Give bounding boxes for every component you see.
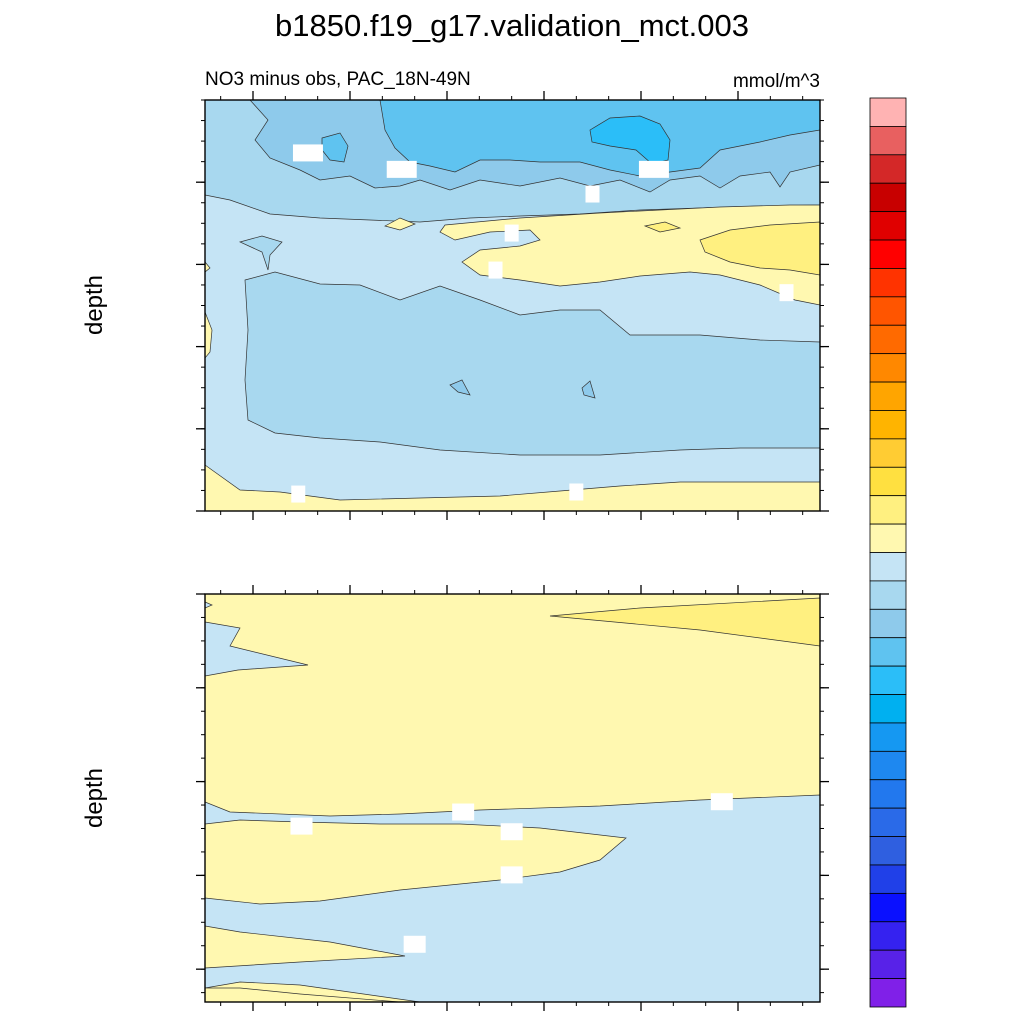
contour-label-bg	[585, 185, 600, 203]
contour-label-bg	[500, 866, 523, 884]
colorbar-swatch	[869, 637, 907, 667]
colorbar-swatch	[869, 268, 907, 298]
colorbar-swatch	[869, 552, 907, 582]
colorbar-swatch	[869, 580, 907, 610]
colorbar-swatch	[869, 126, 907, 156]
lower-plot-frame	[204, 593, 821, 1003]
contour-label-bg	[291, 485, 306, 503]
colorbar-swatch	[869, 836, 907, 866]
contour-label-bg	[403, 935, 426, 953]
colorbar	[869, 97, 907, 1008]
colorbar-swatch	[869, 523, 907, 553]
colorbar-swatch	[869, 353, 907, 383]
contour-label-bg	[779, 284, 794, 302]
colorbar-swatch	[869, 438, 907, 468]
upper-fill-pos-bottom	[205, 464, 820, 511]
lower-fill-pos-bottom	[205, 987, 401, 1002]
colorbar-swatch	[869, 296, 907, 326]
colorbar-swatch	[869, 608, 907, 639]
upper-y-axis	[196, 99, 829, 512]
lower-fill-neg-top	[205, 621, 309, 677]
upper-fill-neg08-deep	[244, 271, 820, 456]
colorbar-swatch	[869, 864, 907, 894]
upper-fill-pos-left	[205, 261, 213, 359]
upper-fill-pos04-b	[643, 221, 682, 233]
lower-x-axis	[220, 585, 804, 1011]
upper-contour-labels	[291, 144, 794, 503]
colorbar-swatch	[869, 750, 907, 781]
upper-fill-neg2	[589, 115, 671, 165]
colorbar-swatch	[869, 324, 907, 355]
colorbar-swatch	[869, 239, 907, 269]
contour-label-bg	[488, 261, 503, 279]
contour-label-bg	[504, 224, 519, 242]
colorbar-swatch	[869, 665, 907, 695]
lower-fill-neg-mid	[205, 794, 820, 1002]
upper-fill-pos-band	[439, 204, 820, 306]
contour-label-bg	[452, 803, 475, 821]
upper-fill-neg12-blob2	[581, 380, 596, 399]
upper-fill-neg08-small	[238, 235, 283, 271]
contour-label-bg	[638, 160, 669, 178]
colorbar-swatch	[869, 722, 907, 752]
upper-x-axis	[220, 91, 804, 520]
units-label: mmol/m^3	[733, 71, 820, 92]
colorbar-swatch	[869, 381, 907, 411]
upper-fill-pos04-a	[699, 221, 820, 276]
upper-fill-pos-island	[384, 217, 416, 231]
chart-subtitle-left: NO3 minus obs, PAC_18N-49N	[205, 69, 471, 90]
colorbar-swatch	[869, 466, 907, 497]
colorbar-swatch	[869, 410, 907, 440]
contour-label-bg	[290, 817, 313, 835]
colorbar-swatch	[869, 495, 907, 525]
upper-y-axis-label: depth	[81, 275, 108, 335]
colorbar-swatch	[869, 154, 907, 184]
chart-title: b1850.f19_g17.validation_mct.003	[275, 8, 749, 43]
contour-label-bg	[710, 793, 733, 811]
colorbar-swatch	[869, 949, 907, 979]
lower-y-axis-label: depth	[81, 768, 108, 828]
contour-label-bg	[500, 823, 523, 841]
upper-fill-neg12-blob1	[449, 379, 471, 396]
contour-label-bg	[569, 483, 584, 501]
colorbar-swatch	[869, 921, 907, 951]
contour-label-bg	[386, 160, 417, 178]
colorbar-swatch	[869, 694, 907, 724]
lower-y-axis	[196, 593, 829, 994]
lower-fill-pos04	[549, 597, 820, 647]
lower-contour-labels	[290, 793, 733, 953]
colorbar-swatch	[869, 182, 907, 213]
upper-panel: depth	[81, 91, 829, 520]
lower-panel: depth	[81, 585, 829, 1011]
colorbar-swatch	[869, 807, 907, 837]
colorbar-swatch	[869, 211, 907, 241]
contour-label-bg	[292, 144, 323, 162]
lower-fill-neg-top-small	[205, 601, 213, 609]
colorbar-swatch	[869, 779, 907, 809]
colorbar-swatch	[869, 892, 907, 923]
colorbar-swatch	[869, 97, 907, 127]
colorbar-swatch	[869, 978, 907, 1008]
